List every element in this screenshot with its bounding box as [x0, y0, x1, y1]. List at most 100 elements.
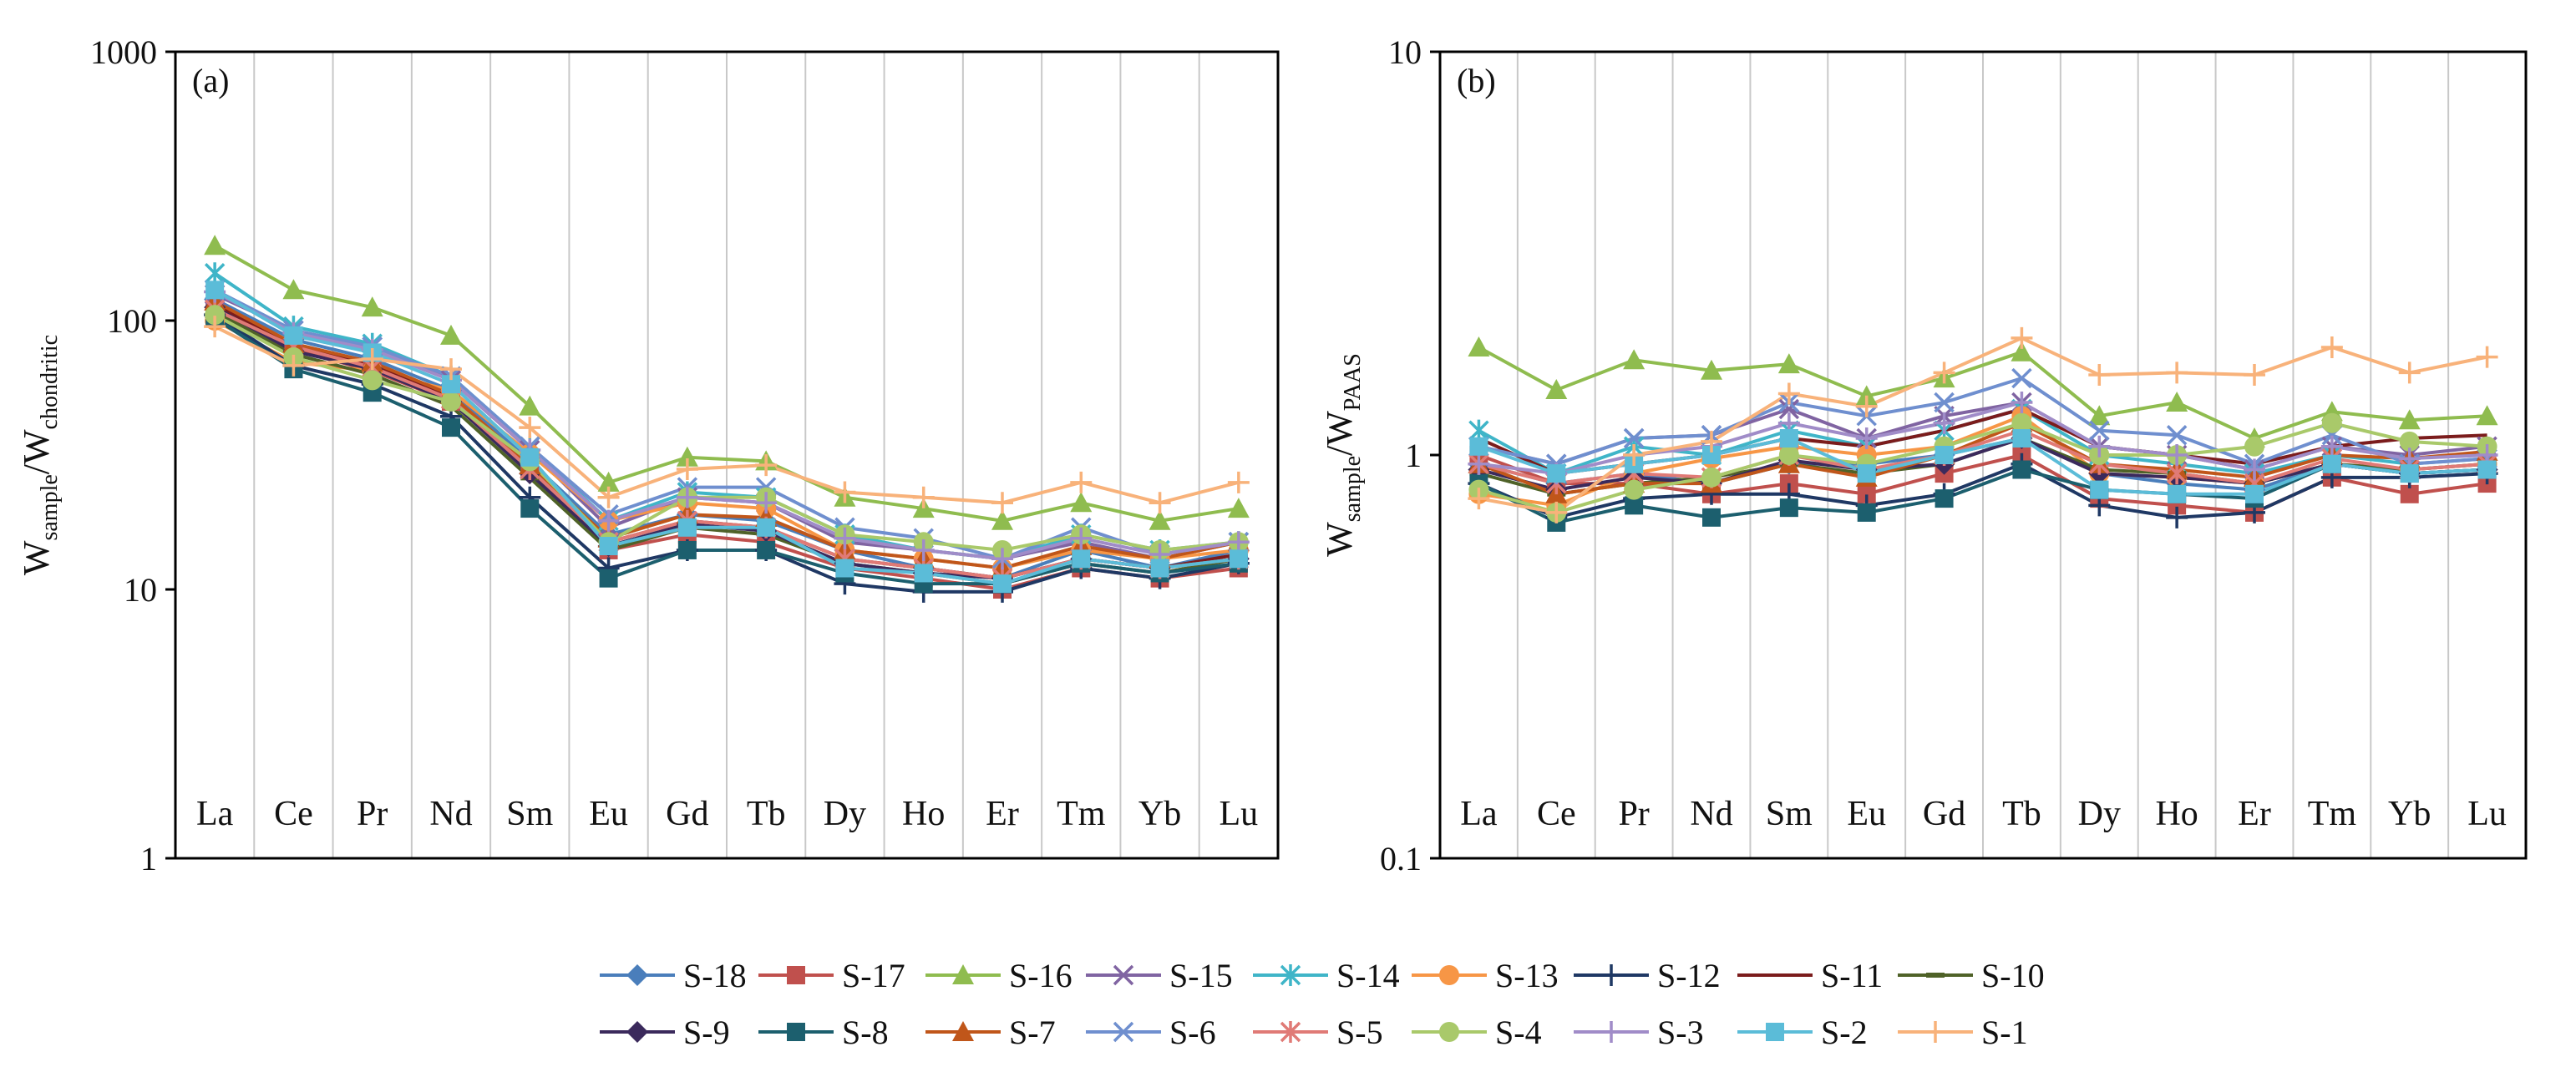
data-point: [2320, 435, 2343, 458]
data-point: [1777, 353, 1800, 374]
legend-item-S-10: S-10: [1898, 957, 2045, 994]
legend-item-S-5: S-5: [1253, 1014, 1383, 1051]
data-point: [755, 454, 778, 477]
legend-label: S-18: [683, 957, 747, 994]
y-tick-label: 0.1: [1380, 840, 1422, 877]
data-point: [2012, 460, 2031, 479]
data-point: [1149, 492, 1171, 514]
legend-item-S-6: S-6: [1086, 1014, 1216, 1051]
data-point: [2166, 506, 2188, 528]
data-point: [2166, 463, 2188, 485]
data-point: [442, 375, 460, 394]
legend-swatch-marker: [626, 964, 648, 986]
series-line-S-8: [214, 316, 1240, 586]
series-markers-S-1: [1468, 326, 2498, 523]
data-point: [2166, 362, 2188, 384]
data-point: [1702, 508, 1721, 527]
data-point: [2011, 392, 2033, 414]
legend-label: S-16: [1009, 957, 1072, 994]
series-markers-S-4: [205, 305, 1249, 560]
data-point: [1468, 336, 1490, 356]
legend-label: S-6: [1169, 1014, 1216, 1051]
y-axis-title-part: /W: [16, 429, 57, 474]
data-point: [2166, 424, 2188, 446]
data-point: [1779, 498, 1798, 518]
data-point: [991, 492, 1013, 514]
legend-swatch-marker: [787, 1023, 805, 1041]
legend-label: S-5: [1336, 1014, 1383, 1051]
data-point: [2322, 454, 2341, 473]
series-line-S-4: [1478, 421, 2487, 514]
data-point: [2088, 364, 2111, 387]
data-point: [2398, 409, 2421, 430]
legend-item-S-18: S-18: [600, 957, 747, 994]
data-point: [1855, 385, 1878, 406]
series-line-S-2: [214, 288, 1240, 586]
data-point: [677, 540, 697, 559]
category-label: La: [1460, 795, 1498, 833]
series-line-S-16: [1478, 346, 2487, 441]
data-point: [599, 537, 618, 556]
data-point: [677, 518, 697, 537]
y-axis-title-part: sample: [37, 474, 63, 540]
data-point: [597, 509, 620, 532]
data-point: [440, 358, 462, 381]
legend-label: S-8: [842, 1014, 889, 1051]
legend-item-S-15: S-15: [1086, 957, 1233, 994]
category-label: Yb: [2388, 795, 2431, 833]
data-point: [1933, 412, 1955, 434]
series-line-S-7: [1478, 421, 2487, 496]
category-label: Eu: [1847, 795, 1886, 833]
y-axis-title: Wsample/Wchondritic: [16, 335, 63, 575]
legend-label: S-11: [1821, 957, 1883, 994]
legend-item-S-3: S-3: [1574, 1014, 1704, 1051]
series-line-S-1: [1478, 336, 2487, 515]
data-point: [991, 509, 1013, 530]
legend-swatch-marker: [1600, 1021, 1622, 1043]
legend-swatch-marker: [952, 964, 974, 984]
y-axis-title-part: PAAS: [1340, 353, 1366, 411]
data-point: [204, 235, 226, 255]
data-point: [676, 486, 698, 508]
legend-item-S-12: S-12: [1574, 957, 1721, 994]
legend-label: S-12: [1657, 957, 1721, 994]
data-point: [912, 486, 935, 508]
legend-label: S-14: [1336, 957, 1400, 994]
y-tick-label: 100: [107, 302, 157, 340]
data-point: [2321, 412, 2342, 433]
legend-swatch-marker: [1600, 964, 1622, 986]
series-line-S-3: [214, 290, 1240, 561]
data-point: [2090, 480, 2109, 499]
data-point: [991, 548, 1013, 570]
legend-item-S-9: S-9: [600, 1014, 730, 1051]
legend-swatch-marker: [1766, 1023, 1784, 1041]
legend-swatch-marker: [1280, 964, 1301, 986]
data-point: [284, 326, 303, 345]
plot-frame: [174, 50, 1280, 860]
y-axis-title: Wsample/WPAAS: [1319, 353, 1366, 557]
data-point: [2011, 341, 2033, 362]
data-point: [1149, 509, 1171, 530]
legend-label: S-17: [842, 957, 905, 994]
category-label: Ce: [1537, 795, 1576, 833]
data-point: [914, 564, 933, 583]
legend-label: S-10: [1981, 957, 2045, 994]
series-line-S-12: [1478, 462, 2487, 519]
legend-item-S-14: S-14: [1253, 957, 1400, 994]
series-line-S-6: [214, 288, 1240, 561]
data-point: [2320, 336, 2343, 358]
data-point: [1778, 398, 1800, 420]
data-point: [1070, 527, 1093, 549]
data-point: [2398, 362, 2421, 384]
y-tick-label: 1000: [90, 33, 157, 71]
data-point: [2166, 392, 2188, 412]
category-label: Nd: [1690, 795, 1732, 833]
data-point: [442, 418, 460, 437]
data-point: [2088, 435, 2111, 458]
data-point: [834, 481, 856, 503]
data-point: [440, 324, 462, 345]
data-point: [599, 569, 618, 588]
category-label: Dy: [2078, 795, 2121, 833]
panel-a-chondrite-normalized: 1 10 100 1000 La Ce Pr Nd Sm Eu Gd Tb Dy Ho Er Tm Yb Lu (a…: [16, 33, 1280, 877]
data-point: [2477, 460, 2497, 479]
